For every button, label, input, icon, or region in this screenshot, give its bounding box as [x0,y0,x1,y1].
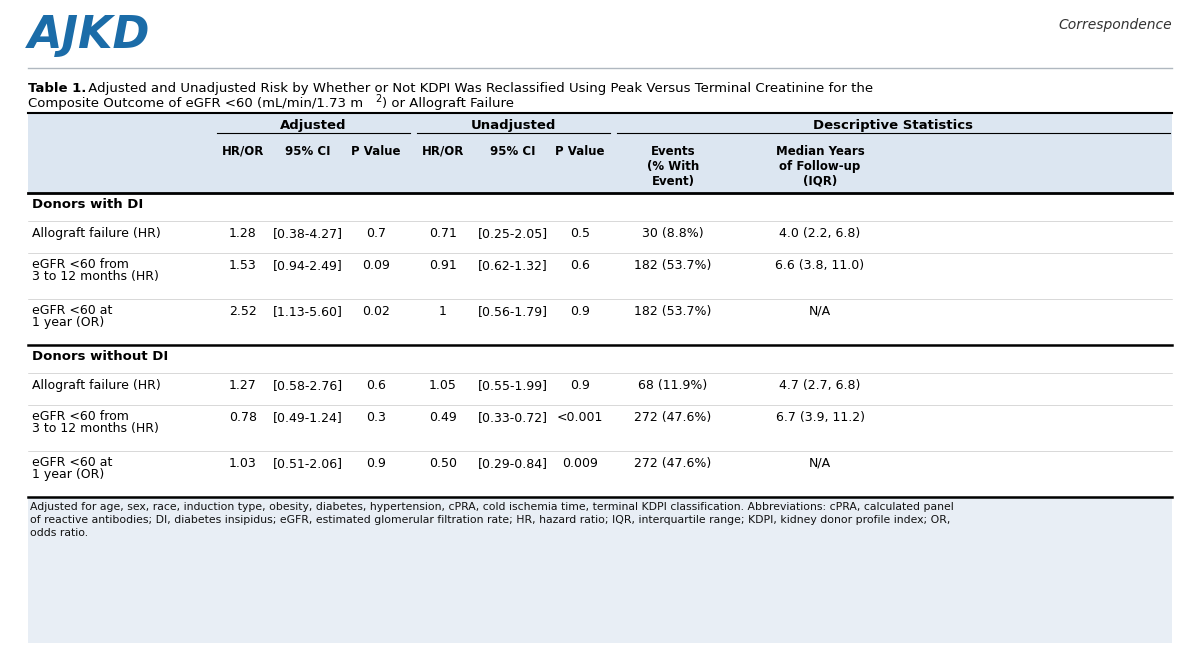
Text: <0.001: <0.001 [557,411,604,424]
Text: 272 (47.6%): 272 (47.6%) [635,411,712,424]
Text: Allograft failure (HR): Allograft failure (HR) [32,227,161,240]
Text: P Value: P Value [352,145,401,158]
Text: 6.7 (3.9, 11.2): 6.7 (3.9, 11.2) [775,411,864,424]
Text: 0.9: 0.9 [570,379,590,392]
Text: 95% CI: 95% CI [286,145,331,158]
Text: Adjusted for age, sex, race, induction type, obesity, diabetes, hypertension, cP: Adjusted for age, sex, race, induction t… [30,502,954,512]
Bar [28,113,1172,193]
Text: 1.05: 1.05 [430,379,457,392]
Text: 0.6: 0.6 [570,259,590,272]
Text: Unadjusted: Unadjusted [470,119,556,132]
Text: [0.33-0.72]: [0.33-0.72] [478,411,548,424]
Text: 182 (53.7%): 182 (53.7%) [635,259,712,272]
Text: 4.0 (2.2, 6.8): 4.0 (2.2, 6.8) [779,227,860,240]
Text: 0.5: 0.5 [570,227,590,240]
Text: 0.71: 0.71 [430,227,457,240]
Text: 30 (8.8%): 30 (8.8%) [642,227,704,240]
Text: [0.62-1.32]: [0.62-1.32] [478,259,548,272]
Text: Donors with DI: Donors with DI [32,198,143,211]
Text: Table 1.: Table 1. [28,82,86,95]
Text: odds ratio.: odds ratio. [30,528,88,538]
Text: HR/OR: HR/OR [222,145,264,158]
Text: eGFR <60 from: eGFR <60 from [32,258,128,271]
Text: 0.49: 0.49 [430,411,457,424]
Text: AJKD: AJKD [28,14,150,57]
Text: [0.55-1.99]: [0.55-1.99] [478,379,548,392]
Text: [0.38-4.27]: [0.38-4.27] [274,227,343,240]
Text: 1.27: 1.27 [229,379,257,392]
Text: of reactive antibodies; DI, diabetes insipidus; eGFR, estimated glomerular filtr: of reactive antibodies; DI, diabetes ins… [30,515,950,525]
Text: 95% CI: 95% CI [491,145,535,158]
Text: 0.009: 0.009 [562,457,598,470]
Text: 3 to 12 months (HR): 3 to 12 months (HR) [32,422,158,435]
Text: 0.91: 0.91 [430,259,457,272]
Text: 272 (47.6%): 272 (47.6%) [635,457,712,470]
Text: Correspondence: Correspondence [1058,18,1172,32]
Text: P Value: P Value [556,145,605,158]
Text: Donors without DI: Donors without DI [32,350,168,363]
Text: 6.6 (3.8, 11.0): 6.6 (3.8, 11.0) [775,259,864,272]
Text: eGFR <60 from: eGFR <60 from [32,410,128,423]
Text: 0.9: 0.9 [366,457,386,470]
Text: [0.29-0.84]: [0.29-0.84] [478,457,548,470]
Text: Descriptive Statistics: Descriptive Statistics [814,119,973,132]
Text: 1.53: 1.53 [229,259,257,272]
Text: Adjusted: Adjusted [280,119,347,132]
Text: 0.78: 0.78 [229,411,257,424]
Text: 2: 2 [374,94,382,104]
Text: 68 (11.9%): 68 (11.9%) [638,379,708,392]
Text: eGFR <60 at: eGFR <60 at [32,456,113,469]
Text: N/A: N/A [809,305,832,318]
Text: 3 to 12 months (HR): 3 to 12 months (HR) [32,270,158,283]
Text: HR/OR: HR/OR [422,145,464,158]
Text: [0.56-1.79]: [0.56-1.79] [478,305,548,318]
Text: [0.58-2.76]: [0.58-2.76] [272,379,343,392]
Text: Adjusted and Unadjusted Risk by Whether or Not KDPI Was Reclassified Using Peak : Adjusted and Unadjusted Risk by Whether … [84,82,874,95]
Text: Allograft failure (HR): Allograft failure (HR) [32,379,161,392]
Text: Composite Outcome of eGFR <60 (mL/min/1.73 m: Composite Outcome of eGFR <60 (mL/min/1.… [28,97,364,110]
Text: 2.52: 2.52 [229,305,257,318]
Text: 1 year (OR): 1 year (OR) [32,468,104,481]
Text: [0.94-2.49]: [0.94-2.49] [274,259,343,272]
Text: [0.49-1.24]: [0.49-1.24] [274,411,343,424]
Text: 0.02: 0.02 [362,305,390,318]
Text: [0.51-2.06]: [0.51-2.06] [274,457,343,470]
Text: 0.3: 0.3 [366,411,386,424]
Text: N/A: N/A [809,457,832,470]
Text: 0.9: 0.9 [570,305,590,318]
Text: Events
(% With
Event): Events (% With Event) [647,145,700,188]
Text: 0.7: 0.7 [366,227,386,240]
Text: 1: 1 [439,305,446,318]
Text: 182 (53.7%): 182 (53.7%) [635,305,712,318]
Text: 4.7 (2.7, 6.8): 4.7 (2.7, 6.8) [779,379,860,392]
Text: 1.28: 1.28 [229,227,257,240]
Text: eGFR <60 at: eGFR <60 at [32,304,113,317]
Text: ) or Allograft Failure: ) or Allograft Failure [382,97,514,110]
Text: 0.50: 0.50 [430,457,457,470]
Text: 0.09: 0.09 [362,259,390,272]
Bar [28,497,1172,643]
Text: 0.6: 0.6 [366,379,386,392]
Text: 1 year (OR): 1 year (OR) [32,316,104,329]
Text: [1.13-5.60]: [1.13-5.60] [274,305,343,318]
Text: [0.25-2.05]: [0.25-2.05] [478,227,548,240]
Text: 1.03: 1.03 [229,457,257,470]
Text: Median Years
of Follow-up
(IQR): Median Years of Follow-up (IQR) [775,145,864,188]
